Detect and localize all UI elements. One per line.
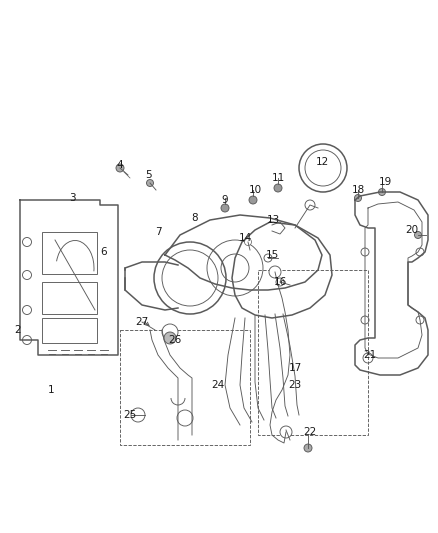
Circle shape xyxy=(116,164,124,172)
Text: 24: 24 xyxy=(212,380,225,390)
Text: 2: 2 xyxy=(15,325,21,335)
Circle shape xyxy=(131,408,145,422)
Circle shape xyxy=(269,266,281,278)
Text: 8: 8 xyxy=(192,213,198,223)
Circle shape xyxy=(221,204,229,212)
Text: 11: 11 xyxy=(272,173,285,183)
Circle shape xyxy=(280,426,292,438)
Text: 17: 17 xyxy=(288,363,302,373)
Circle shape xyxy=(146,180,153,187)
Circle shape xyxy=(416,248,424,256)
Bar xyxy=(42,282,97,314)
Text: 18: 18 xyxy=(351,185,364,195)
Circle shape xyxy=(361,316,369,324)
Text: 14: 14 xyxy=(238,233,251,243)
Circle shape xyxy=(22,271,32,279)
Circle shape xyxy=(354,195,361,201)
Circle shape xyxy=(264,254,272,262)
Text: 25: 25 xyxy=(124,410,137,420)
Bar xyxy=(42,232,97,274)
Text: 12: 12 xyxy=(315,157,328,167)
Bar xyxy=(258,270,368,435)
Text: 10: 10 xyxy=(248,185,261,195)
Text: 16: 16 xyxy=(273,277,286,287)
Circle shape xyxy=(164,332,176,344)
Circle shape xyxy=(22,238,32,246)
Circle shape xyxy=(414,231,421,238)
Text: 6: 6 xyxy=(101,247,107,257)
Text: 27: 27 xyxy=(135,317,148,327)
Circle shape xyxy=(22,335,32,344)
Text: 13: 13 xyxy=(266,215,279,225)
Bar xyxy=(120,330,250,445)
Text: 23: 23 xyxy=(288,380,302,390)
Text: 21: 21 xyxy=(364,350,377,360)
Text: 3: 3 xyxy=(69,193,75,203)
Circle shape xyxy=(416,316,424,324)
Circle shape xyxy=(249,196,257,204)
Text: 9: 9 xyxy=(222,195,228,205)
Circle shape xyxy=(22,305,32,314)
Text: 22: 22 xyxy=(304,427,317,437)
Circle shape xyxy=(304,444,312,452)
Text: 1: 1 xyxy=(48,385,54,395)
Text: 7: 7 xyxy=(155,227,161,237)
Circle shape xyxy=(177,410,193,426)
Circle shape xyxy=(305,200,315,210)
Circle shape xyxy=(363,353,373,363)
Text: 26: 26 xyxy=(168,335,182,345)
Circle shape xyxy=(276,278,284,286)
Text: 20: 20 xyxy=(406,225,419,235)
Circle shape xyxy=(274,184,282,192)
Text: 4: 4 xyxy=(117,160,124,170)
Circle shape xyxy=(162,324,178,340)
Text: 19: 19 xyxy=(378,177,392,187)
Text: 15: 15 xyxy=(265,250,279,260)
Circle shape xyxy=(361,248,369,256)
Circle shape xyxy=(244,238,251,246)
Circle shape xyxy=(378,189,385,196)
Text: 5: 5 xyxy=(145,170,151,180)
Bar xyxy=(42,318,97,343)
